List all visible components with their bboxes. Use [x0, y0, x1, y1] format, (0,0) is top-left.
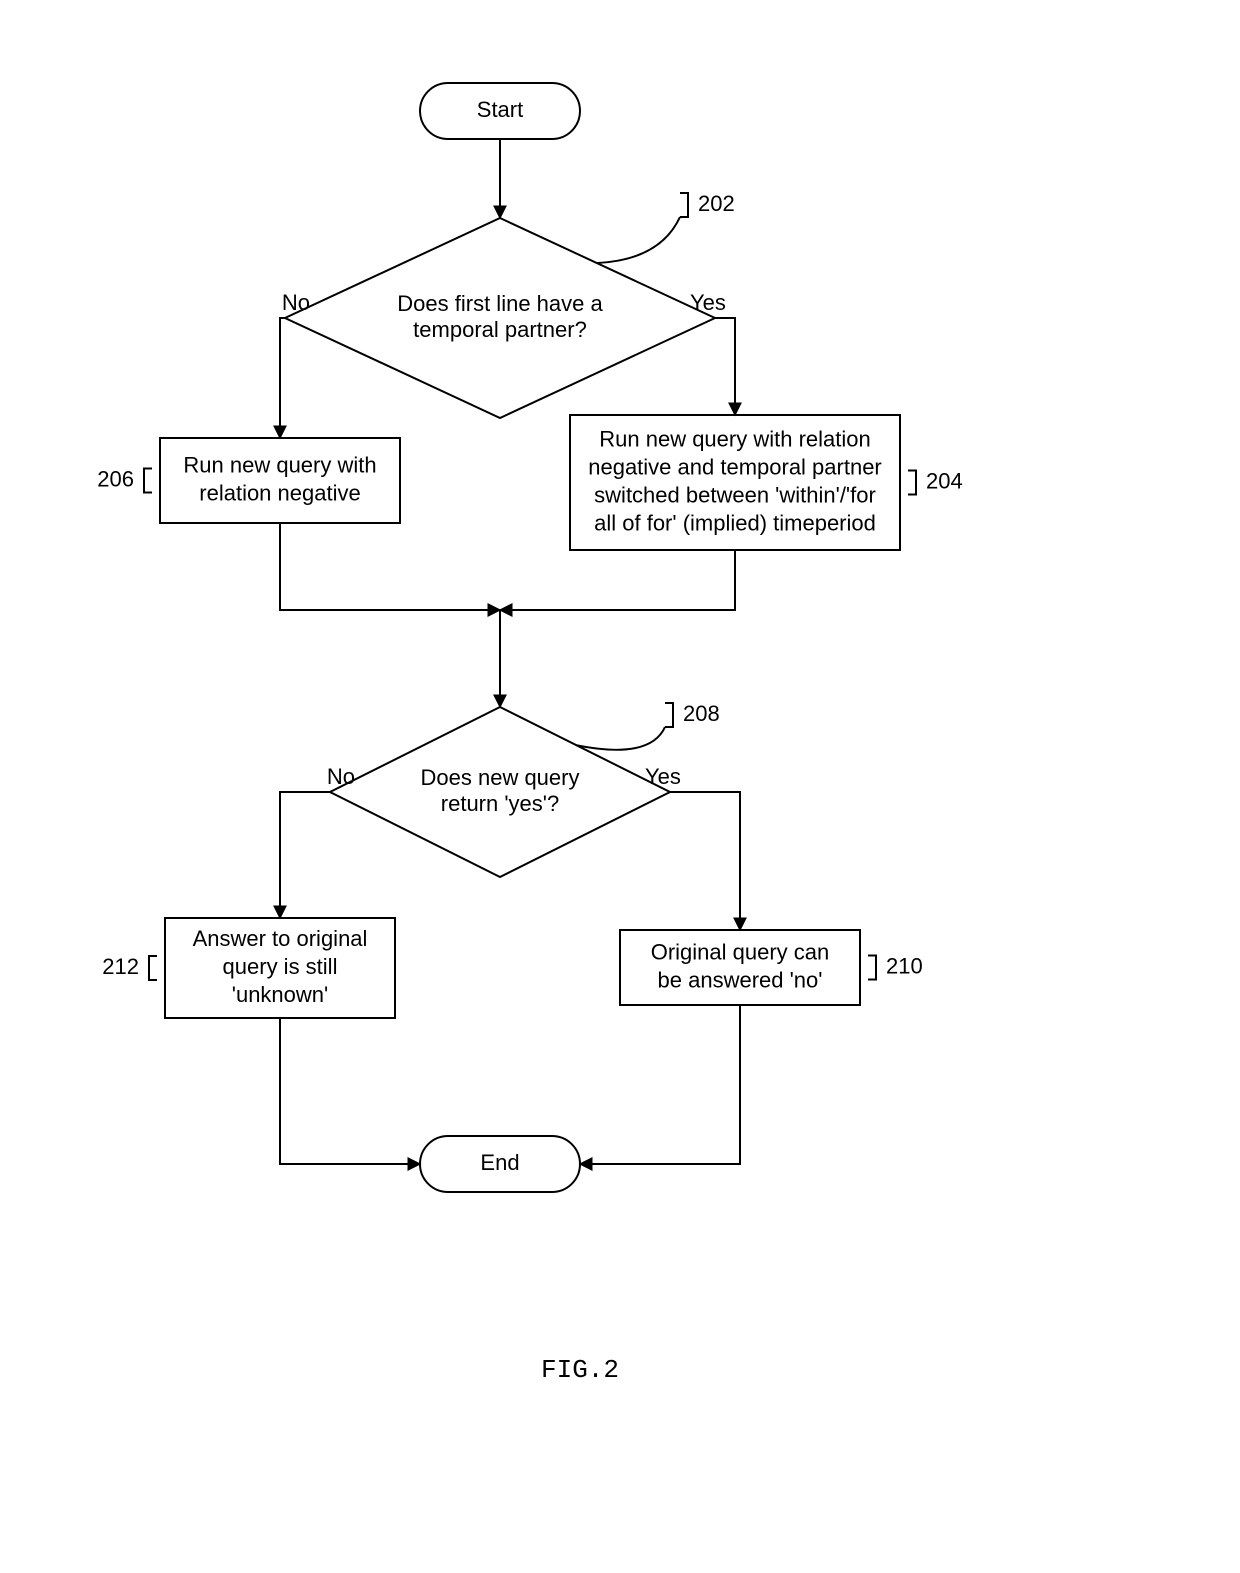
svg-text:Answer to original: Answer to original: [193, 926, 368, 951]
ref-label: 204: [908, 468, 963, 494]
edge-merge1-right: [500, 550, 735, 610]
svg-text:202: 202: [698, 191, 735, 216]
svg-text:Start: Start: [477, 97, 523, 122]
svg-text:Run new query with: Run new query with: [183, 452, 376, 477]
edge-d2-yes: [670, 792, 740, 930]
svg-text:208: 208: [683, 701, 720, 726]
edge-merge1-left: [280, 523, 500, 610]
edge-d1-yes: [715, 318, 735, 415]
svg-text:No: No: [327, 764, 355, 789]
svg-text:Does new query: Does new query: [421, 765, 580, 790]
svg-text:Does first line have a: Does first line have a: [397, 291, 603, 316]
svg-text:return 'yes'?: return 'yes'?: [441, 791, 559, 816]
svg-text:temporal partner?: temporal partner?: [413, 317, 587, 342]
svg-text:Original query can: Original query can: [651, 939, 830, 964]
edge-d1-no: [280, 318, 285, 438]
edge-d2-no: [280, 792, 330, 918]
edge-end-right: [580, 1005, 740, 1164]
svg-text:210: 210: [886, 953, 923, 978]
svg-text:all of for' (implied) timeperi: all of for' (implied) timeperiod: [594, 510, 876, 535]
svg-text:'unknown': 'unknown': [232, 982, 328, 1007]
svg-text:Yes: Yes: [645, 764, 681, 789]
svg-text:switched between 'within'/'for: switched between 'within'/'for: [594, 482, 876, 507]
svg-text:End: End: [480, 1150, 519, 1175]
svg-text:204: 204: [926, 468, 963, 493]
svg-text:212: 212: [102, 954, 139, 979]
ref-label: 206: [97, 466, 152, 492]
svg-text:query is still: query is still: [223, 954, 338, 979]
svg-text:Run new query with relation: Run new query with relation: [599, 426, 870, 451]
ref-label: 210: [868, 953, 923, 979]
svg-text:FIG.2: FIG.2: [541, 1355, 619, 1385]
svg-text:negative and temporal partner: negative and temporal partner: [588, 454, 882, 479]
svg-text:be answered 'no': be answered 'no': [658, 967, 823, 992]
svg-text:relation negative: relation negative: [199, 480, 360, 505]
svg-text:206: 206: [97, 466, 134, 491]
edge-end-left: [280, 1018, 420, 1164]
svg-text:No: No: [282, 290, 310, 315]
ref-label: 212: [102, 954, 157, 980]
svg-text:Yes: Yes: [690, 290, 726, 315]
